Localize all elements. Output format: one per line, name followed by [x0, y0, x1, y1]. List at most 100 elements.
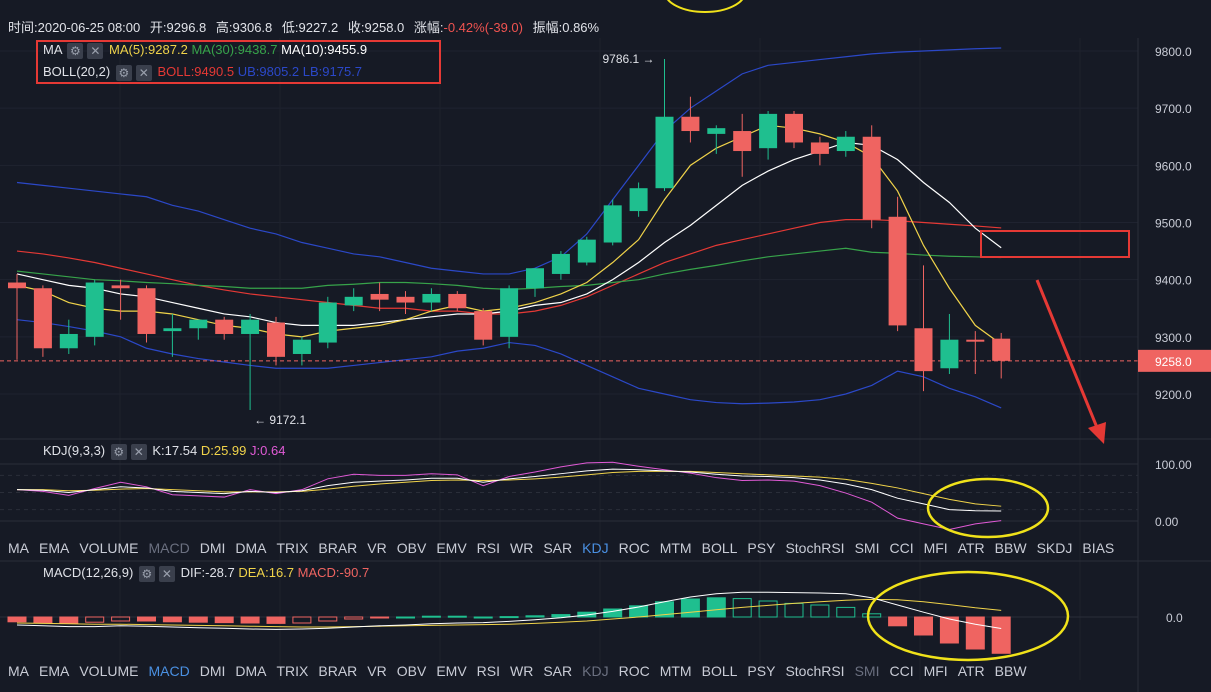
price-tick-label: 9400.0: [1155, 274, 1192, 288]
tab-bottom-wr[interactable]: WR: [510, 663, 534, 679]
tab-top-ma[interactable]: MA: [8, 540, 29, 556]
tab-top-sar[interactable]: SAR: [543, 540, 573, 556]
candle-body: [8, 282, 26, 289]
candle-body: [526, 268, 544, 289]
macd-close-icon[interactable]: ✕: [158, 565, 175, 582]
macd-bar: [706, 597, 726, 618]
tab-bottom-stochrsi[interactable]: StochRSI: [785, 663, 845, 679]
kdj-tick-label: 100.00: [1155, 458, 1192, 472]
tab-top-brar[interactable]: BRAR: [318, 540, 358, 556]
tab-bottom-ma[interactable]: MA: [8, 663, 29, 679]
tab-top-obv[interactable]: OBV: [396, 540, 427, 556]
ma-name: MA: [43, 42, 62, 57]
tab-top-skdj[interactable]: SKDJ: [1036, 540, 1073, 556]
ma-close-icon[interactable]: ✕: [87, 42, 104, 59]
candle-body: [215, 319, 234, 334]
tab-bottom-dmi[interactable]: DMI: [199, 663, 226, 679]
candle-body: [707, 128, 726, 134]
candle-body: [629, 188, 648, 212]
macd-bar: [396, 616, 415, 619]
candle-body: [785, 113, 803, 143]
tab-bottom-bbw[interactable]: BBW: [994, 663, 1027, 679]
candle-body: [292, 339, 311, 354]
macd-bar: [499, 616, 519, 619]
tab-bottom-cci[interactable]: CCI: [889, 663, 914, 679]
tab-top-stochrsi[interactable]: StochRSI: [785, 540, 845, 556]
tab-bottom-boll[interactable]: BOLL: [701, 663, 738, 679]
tab-bottom-rsi[interactable]: RSI: [476, 663, 501, 679]
tab-bottom-roc[interactable]: ROC: [618, 663, 650, 679]
ma-settings-icon[interactable]: ⚙: [67, 42, 84, 59]
tab-top-bias[interactable]: BIAS: [1082, 540, 1115, 556]
kdj-settings-icon[interactable]: ⚙: [110, 443, 127, 460]
candle-body: [940, 339, 959, 369]
macd-bar: [758, 600, 778, 618]
kdj-close-icon[interactable]: ✕: [130, 443, 147, 460]
tab-top-ema[interactable]: EMA: [39, 540, 70, 556]
tab-bottom-sar[interactable]: SAR: [543, 663, 573, 679]
tab-top-mtm[interactable]: MTM: [659, 540, 692, 556]
tab-top-boll[interactable]: BOLL: [701, 540, 738, 556]
macd-highlight-circle: [866, 570, 1070, 662]
tab-top-kdj[interactable]: KDJ: [582, 540, 609, 556]
tab-top-volume[interactable]: VOLUME: [79, 540, 139, 556]
high-label: 高:9306.8: [215, 20, 273, 35]
boll-lb-label: LB:9175.7: [302, 64, 363, 79]
tab-bottom-mfi[interactable]: MFI: [923, 663, 948, 679]
highlight-box: [980, 230, 1130, 258]
tab-bottom-mtm[interactable]: MTM: [659, 663, 692, 679]
tab-top-roc[interactable]: ROC: [618, 540, 650, 556]
boll-settings-icon[interactable]: ⚙: [115, 64, 132, 81]
legend-box: [36, 40, 441, 84]
candle-body: [163, 328, 182, 332]
tab-bottom-brar[interactable]: BRAR: [318, 663, 358, 679]
tab-bottom-macd[interactable]: MACD: [148, 663, 190, 679]
macd-dif-label: DIF:-28.7: [180, 565, 235, 580]
tab-top-smi[interactable]: SMI: [854, 540, 880, 556]
tab-bottom-kdj[interactable]: KDJ: [582, 663, 609, 679]
macd-settings-icon[interactable]: ⚙: [138, 565, 155, 582]
tab-top-bbw[interactable]: BBW: [994, 540, 1027, 556]
tab-bottom-dma[interactable]: DMA: [235, 663, 267, 679]
tab-top-psy[interactable]: PSY: [747, 540, 776, 556]
candle-body: [655, 116, 674, 189]
price-tick-label: 9300.0: [1155, 331, 1192, 345]
tab-top-mfi[interactable]: MFI: [923, 540, 948, 556]
tab-bottom-psy[interactable]: PSY: [747, 663, 776, 679]
candle-body: [551, 253, 570, 274]
candle-body: [59, 333, 78, 349]
kdj-k-label: K:17.54: [152, 443, 198, 458]
amplitude-label: 振幅:0.86%: [532, 20, 600, 35]
tab-top-dmi[interactable]: DMI: [199, 540, 226, 556]
low-annotation: ← 9172.1: [254, 413, 306, 427]
tab-bottom-trix[interactable]: TRIX: [276, 663, 309, 679]
tab-bottom-volume[interactable]: VOLUME: [79, 663, 139, 679]
tab-bottom-ema[interactable]: EMA: [39, 663, 70, 679]
current-price-label: 9258.0: [1155, 355, 1192, 369]
indicator-tabs-top: MA EMA VOLUME MACD DMI DMA TRIX BRAR VR OBV EMV RSI…: [8, 540, 1124, 556]
tab-top-dma[interactable]: DMA: [235, 540, 267, 556]
ma10-label: MA(10):9455.9: [281, 42, 368, 57]
tab-bottom-vr[interactable]: VR: [367, 663, 387, 679]
tab-bottom-emv[interactable]: EMV: [436, 663, 467, 679]
tab-top-trix[interactable]: TRIX: [276, 540, 309, 556]
boll-mid-label: BOLL:9490.5: [157, 64, 235, 79]
candle-body: [733, 131, 752, 152]
tab-top-macd[interactable]: MACD: [148, 540, 190, 556]
boll-close-icon[interactable]: ✕: [135, 64, 152, 81]
tab-bottom-smi[interactable]: SMI: [854, 663, 880, 679]
tab-bottom-obv[interactable]: OBV: [396, 663, 427, 679]
tab-top-vr[interactable]: VR: [367, 540, 387, 556]
macd-bar: [836, 606, 856, 618]
tab-bottom-atr[interactable]: ATR: [957, 663, 985, 679]
macd-dea-line: [16, 598, 1002, 628]
tab-top-wr[interactable]: WR: [510, 540, 534, 556]
tab-top-cci[interactable]: CCI: [889, 540, 914, 556]
tab-top-emv[interactable]: EMV: [436, 540, 467, 556]
kdj-highlight-circle: [926, 477, 1050, 539]
tab-top-rsi[interactable]: RSI: [476, 540, 501, 556]
candle-body: [318, 302, 337, 343]
tab-top-atr[interactable]: ATR: [957, 540, 985, 556]
macd-tick-label: 0.0: [1166, 611, 1183, 625]
